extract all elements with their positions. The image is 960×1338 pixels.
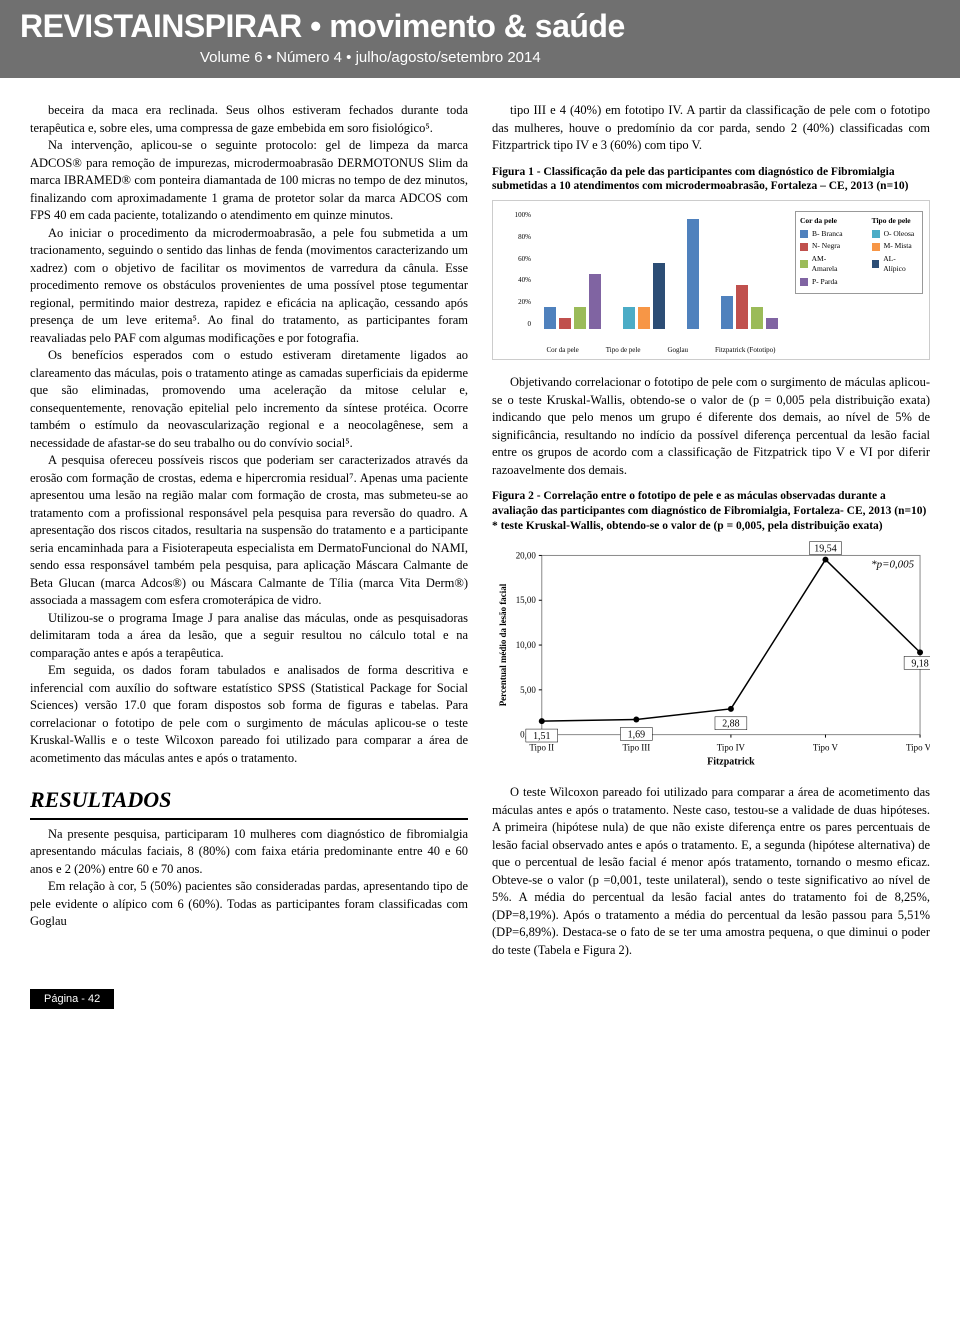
figure-2-caption: Figura 2 - Correlação entre o fototipo d… [492, 489, 930, 534]
figure-2-line-chart: 20,0015,0010,005,000,00Tipo IITipo IIITi… [492, 540, 930, 770]
svg-text:2,88: 2,88 [722, 719, 739, 730]
body-paragraph: Ao iniciar o procedimento da microdermoa… [30, 225, 468, 348]
title-word-2: INSPIRAR [153, 8, 302, 44]
body-paragraph: Os benefícios esperados com o estudo est… [30, 347, 468, 452]
svg-text:1,51: 1,51 [533, 731, 550, 742]
title-word-3: • movimento & saúde [302, 8, 625, 44]
figure-2-caption-main: Figura 2 - Correlação entre o fototipo d… [492, 490, 926, 517]
figure-2-caption-note: * teste Kruskal-Wallis, obtendo-se o val… [492, 520, 883, 532]
svg-text:20,00: 20,00 [516, 551, 537, 561]
svg-text:Tipo IV: Tipo IV [717, 743, 746, 753]
body-paragraph: Na presente pesquisa, participaram 10 mu… [30, 826, 468, 879]
chart1-y-axis: 100%80%60%40%20%0 [495, 211, 531, 329]
figure-1-bar-chart: 100%80%60%40%20%0 Cor da peleTipo de pel… [492, 200, 930, 360]
page-number-footer: Página - 42 [30, 989, 114, 1009]
chart1-x-axis: Cor da peleTipo de peleGoglauFitzpatrick… [533, 346, 789, 356]
body-paragraph: A pesquisa ofereceu possíveis riscos que… [30, 452, 468, 610]
page-header: REVISTAINSPIRAR • movimento & saúde Volu… [0, 0, 960, 78]
svg-text:5,00: 5,00 [520, 685, 536, 695]
body-paragraph: Em seguida, os dados foram tabulados e a… [30, 662, 468, 767]
two-column-body: beceira da maca era reclinada. Seus olho… [0, 78, 960, 979]
body-paragraph: Objetivando correlacionar o fototipo de … [492, 374, 930, 479]
figure-1-caption: Figura 1 - Classificação da pele das par… [492, 165, 930, 195]
svg-text:15,00: 15,00 [516, 595, 537, 605]
svg-text:Tipo II: Tipo II [529, 743, 554, 753]
svg-text:Tipo III: Tipo III [622, 743, 650, 753]
body-paragraph: beceira da maca era reclinada. Seus olho… [30, 102, 468, 137]
left-column: beceira da maca era reclinada. Seus olho… [30, 102, 468, 959]
svg-text:Tipo VI: Tipo VI [906, 743, 930, 753]
body-paragraph: tipo III e 4 (40%) em fototipo IV. A par… [492, 102, 930, 155]
svg-text:*p=0,005: *p=0,005 [871, 559, 914, 571]
issue-info: Volume 6 • Número 4 • julho/agosto/setem… [200, 49, 940, 66]
svg-text:9,18: 9,18 [911, 659, 928, 670]
svg-text:Tipo V: Tipo V [813, 743, 839, 753]
svg-text:Percentual médio da lesão faci: Percentual médio da lesão facial [498, 583, 508, 706]
body-paragraph: Na intervenção, aplicou-se o seguinte pr… [30, 137, 468, 225]
section-heading-resultados: RESULTADOS [30, 785, 468, 820]
svg-text:10,00: 10,00 [516, 640, 537, 650]
chart1-legend: Cor da peleB- BrancaN- NegraAM- AmarelaP… [795, 211, 923, 294]
body-paragraph: Em relação à cor, 5 (50%) pacientes são … [30, 878, 468, 931]
svg-text:19,54: 19,54 [814, 544, 836, 555]
journal-title: REVISTAINSPIRAR • movimento & saúde [20, 8, 940, 45]
svg-text:Fitzpatrick: Fitzpatrick [707, 757, 755, 768]
right-column: tipo III e 4 (40%) em fototipo IV. A par… [492, 102, 930, 959]
chart1-bars-area [533, 211, 789, 329]
body-paragraph: O teste Wilcoxon pareado foi utilizado p… [492, 784, 930, 959]
svg-text:1,69: 1,69 [628, 730, 645, 741]
body-paragraph: Utilizou-se o programa Image J para anal… [30, 610, 468, 663]
title-word-1: REVISTA [20, 8, 153, 44]
chart2-svg: 20,0015,0010,005,000,00Tipo IITipo IIITi… [492, 540, 930, 770]
